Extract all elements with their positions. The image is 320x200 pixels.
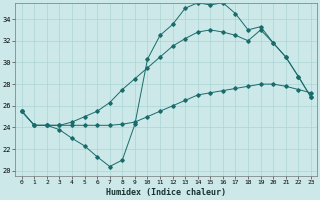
X-axis label: Humidex (Indice chaleur): Humidex (Indice chaleur) (106, 188, 226, 197)
